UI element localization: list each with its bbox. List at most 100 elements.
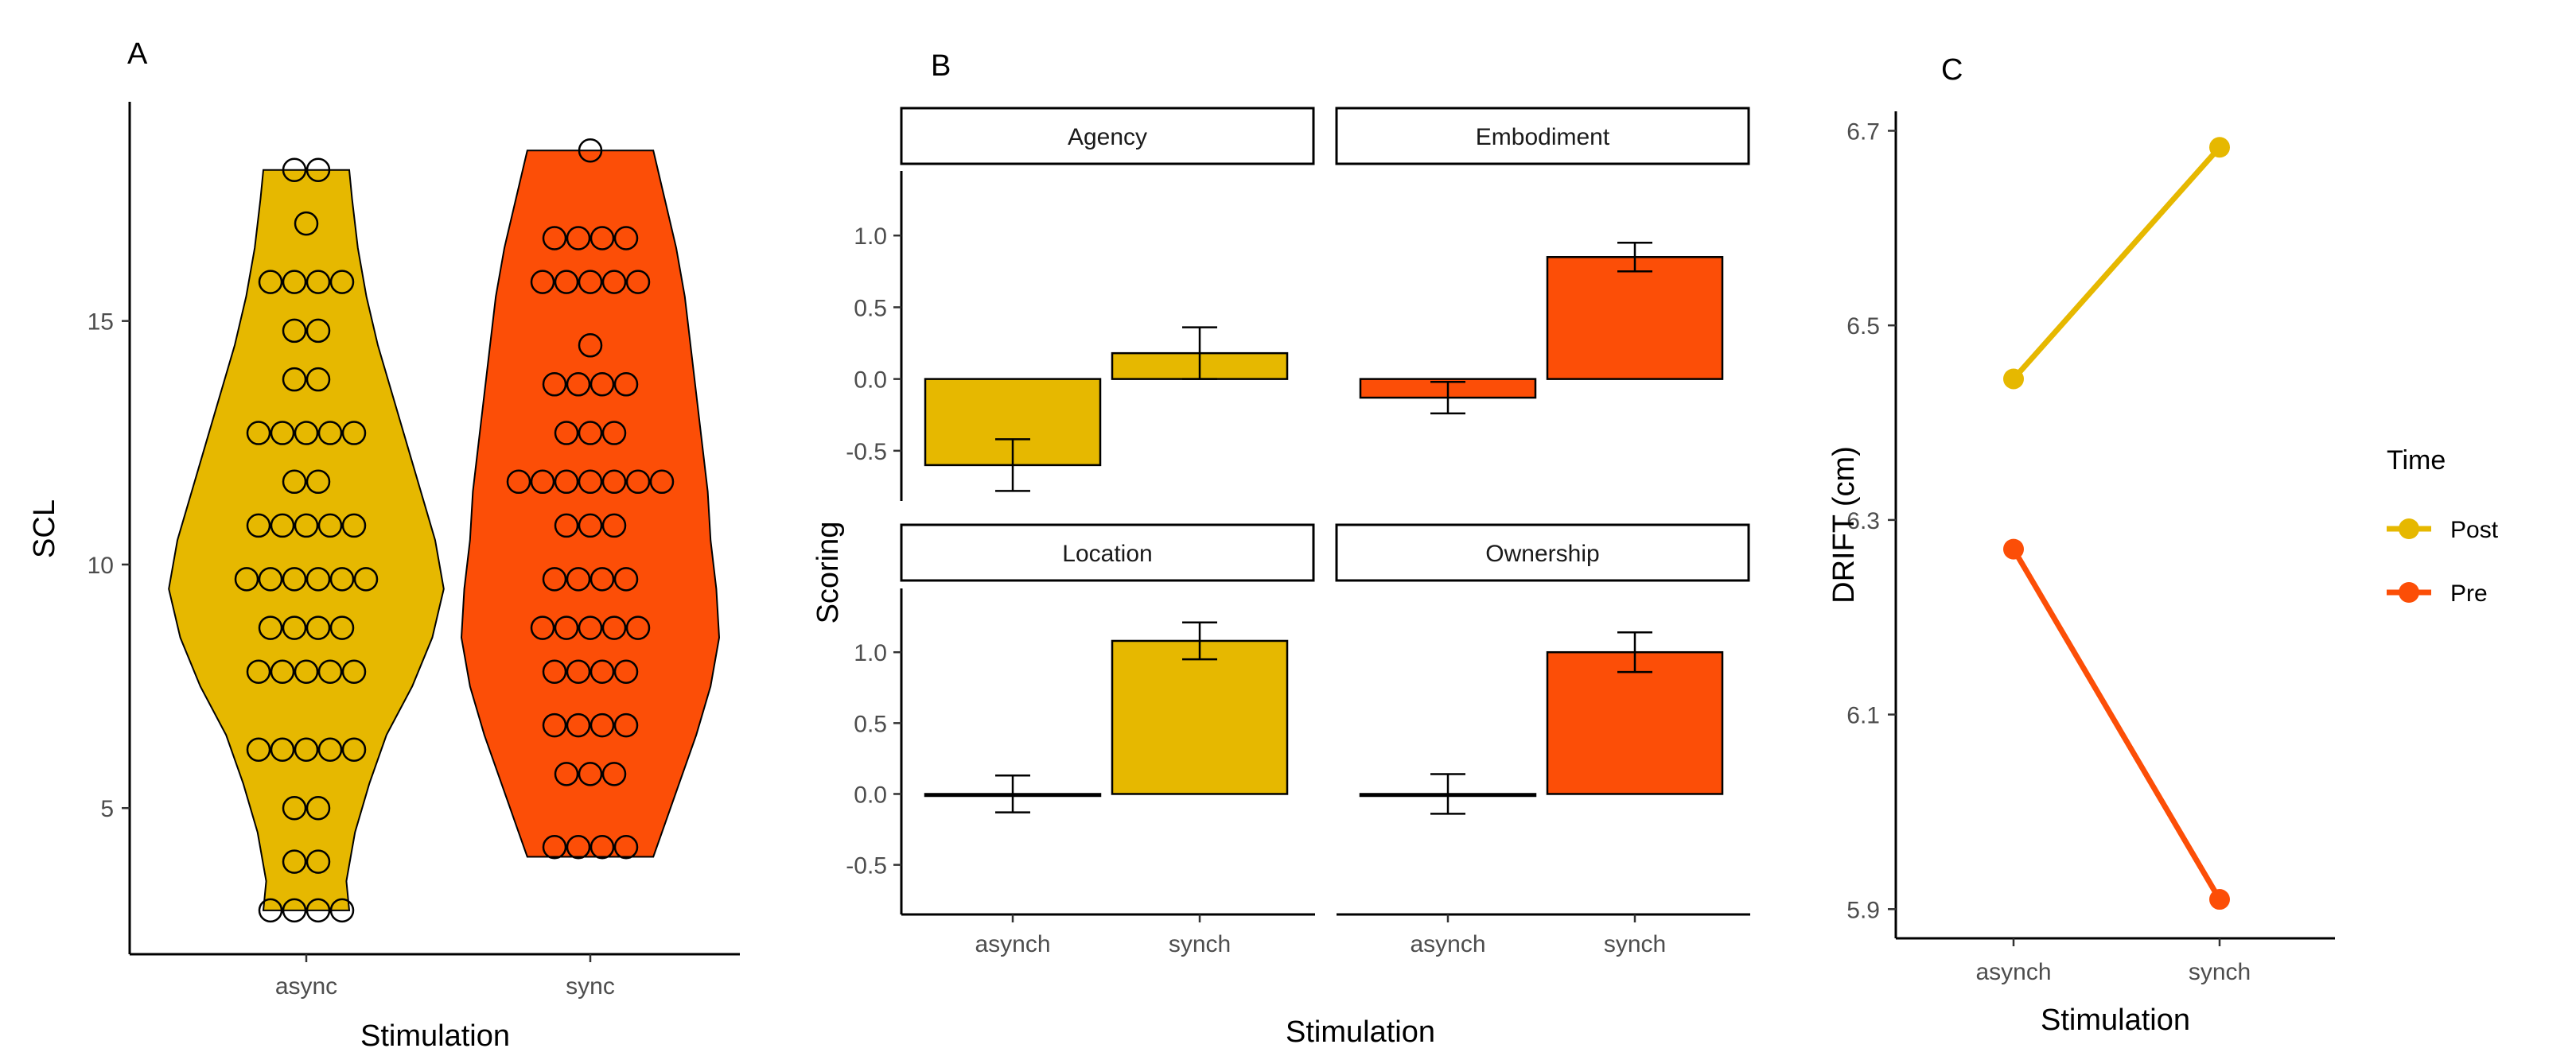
facet-strip-label: Agency: [1068, 124, 1147, 150]
series-line: [2010, 547, 2223, 901]
data-dot: [542, 834, 567, 860]
y-tick-label: 6.5: [1846, 313, 1880, 340]
x-tick-label: synch: [1604, 931, 1666, 957]
data-dot: [258, 898, 283, 923]
y-tick-label: 15: [88, 309, 114, 336]
data-dot: [270, 737, 295, 762]
y-tick-label: 1.0: [854, 223, 887, 250]
series-post: [2003, 137, 2230, 390]
bar-synch: [1111, 639, 1289, 795]
data-dot: [554, 615, 579, 640]
data-dot: [270, 421, 295, 445]
data-dot: [294, 513, 319, 538]
data-dot: [613, 372, 639, 397]
facet-strip: [1335, 523, 1750, 582]
data-dot: [305, 157, 331, 183]
data-dot: [554, 513, 579, 538]
data-dot: [613, 226, 639, 250]
data-dot: [329, 898, 355, 923]
data-dot: [590, 834, 615, 860]
data-dot: [554, 270, 579, 294]
data-dot: [282, 469, 307, 495]
data-dot: [554, 469, 579, 495]
facet-location: Location -0.5 0.0 0.5 1.0 asynch synch: [846, 523, 1315, 957]
y-tick-label: 5: [100, 796, 114, 822]
violin-group: [168, 149, 721, 911]
facet-agency: Agency -0.5 0.0 0.5 1.0: [846, 107, 1315, 501]
data-dot: [590, 567, 615, 592]
data-dot: [601, 469, 627, 495]
data-dot: [341, 513, 367, 538]
facet-strip-label: Embodiment: [1476, 124, 1610, 150]
data-dot: [305, 898, 331, 923]
data-dot: [305, 615, 331, 640]
data-dot: [258, 567, 283, 592]
data-dot: [258, 615, 283, 640]
data-dot: [506, 469, 531, 495]
data-dot: [590, 372, 615, 397]
x-tick-label: asynch: [1410, 931, 1485, 957]
x-tick-label: synch: [1169, 931, 1231, 957]
data-dot: [294, 211, 319, 236]
data-dot: [270, 659, 295, 684]
data-dot: [566, 659, 591, 684]
x-axis-title: Stimulation: [360, 1019, 510, 1053]
facet-strip-label: Location: [1062, 541, 1152, 567]
data-dot: [282, 367, 307, 392]
data-dot: [305, 318, 331, 344]
facet-ownership: Ownership asynch synch: [1335, 523, 1750, 957]
x-axis-ticks: asynch synch: [1975, 938, 2251, 985]
legend: Time Post Pre: [2387, 445, 2499, 607]
data-dot: [530, 615, 555, 640]
x-tick-label: async: [275, 973, 337, 1000]
y-tick-label: 10: [88, 553, 114, 579]
data-dot: [246, 421, 271, 445]
panel-a-violin-chart: A 5 10 15 async sync Stimulation SCL: [28, 37, 740, 1053]
y-axis-title: SCL: [28, 499, 61, 558]
data-dot: [530, 270, 555, 294]
data-dot: [530, 469, 555, 495]
dot-group: [234, 138, 675, 923]
data-dot: [305, 795, 331, 821]
x-axis-title: Stimulation: [2041, 1004, 2190, 1037]
data-dot: [566, 226, 591, 250]
data-dot: [305, 469, 331, 495]
series-pre: [2003, 538, 2230, 910]
x-tick-label: asynch: [1975, 959, 2051, 985]
data-dot: [305, 567, 331, 592]
data-dot: [601, 270, 627, 294]
legend-swatch-point: [2399, 582, 2419, 603]
data-dot: [542, 567, 567, 592]
data-dot: [353, 567, 379, 592]
facet-strip: [900, 523, 1315, 582]
data-dot: [542, 372, 567, 397]
data-dot: [542, 226, 567, 250]
data-dot: [282, 615, 307, 640]
data-dot: [282, 157, 307, 183]
data-dot: [613, 834, 639, 860]
y-tick-label: 6.7: [1846, 118, 1880, 145]
data-dot: [578, 469, 603, 495]
data-dot: [566, 834, 591, 860]
data-dot: [601, 762, 627, 786]
data-dot: [625, 469, 651, 495]
data-dot: [317, 737, 343, 762]
panel-b-faceted-bar-chart: B Agency -0.5 0.0 0.5 1.0 Embodiment Location -…: [811, 49, 1750, 1049]
legend-label: Pre: [2450, 580, 2488, 607]
data-dot: [246, 513, 271, 538]
data-dot: [578, 513, 603, 538]
data-dot: [578, 421, 603, 445]
y-tick-label: 0.5: [854, 711, 887, 737]
x-axis-ticks: async sync: [275, 954, 615, 1000]
data-dot: [601, 615, 627, 640]
data-dot: [601, 421, 627, 445]
data-dot: [329, 615, 355, 640]
panel-b-letter: B: [931, 49, 951, 83]
violin-sync: [460, 149, 721, 858]
facet-group: Agency -0.5 0.0 0.5 1.0 Embodiment Location -0.…: [846, 107, 1750, 957]
data-dot: [341, 659, 367, 684]
y-axis-title: DRIFT (cm): [1827, 446, 1861, 604]
series-lines: [2003, 137, 2230, 910]
legend-item-post: Post: [2387, 517, 2499, 543]
